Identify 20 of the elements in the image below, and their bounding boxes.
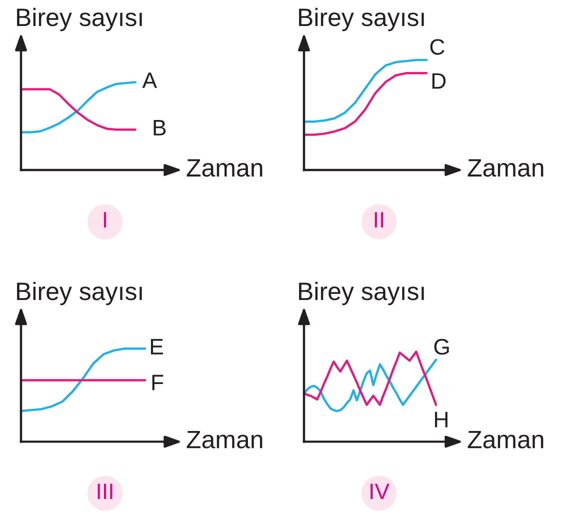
- x-axis-title: Zaman: [468, 159, 544, 177]
- x-axis-title: Zaman: [186, 430, 262, 448]
- x-axis-title: Zaman: [186, 159, 262, 177]
- series-label: H: [435, 412, 448, 428]
- y-axis-title: Birey sayısı: [299, 8, 424, 32]
- series-label: A: [142, 72, 158, 88]
- y-axis-title: Birey sayısı: [17, 8, 142, 32]
- series-label: F: [152, 374, 164, 390]
- y-axis-title: Birey sayısı: [17, 282, 142, 306]
- x-axis-title: Zaman: [468, 430, 544, 448]
- text: I: [104, 212, 106, 228]
- series-label: D: [432, 73, 446, 89]
- y-axis-title: Birey sayısı: [299, 282, 424, 306]
- text: II: [374, 212, 384, 228]
- text: IV: [370, 484, 390, 500]
- series-label: G: [434, 338, 449, 355]
- text: III: [98, 484, 112, 500]
- series-label: E: [150, 339, 164, 354]
- series-label: B: [154, 120, 166, 136]
- series-label: C: [430, 39, 444, 55]
